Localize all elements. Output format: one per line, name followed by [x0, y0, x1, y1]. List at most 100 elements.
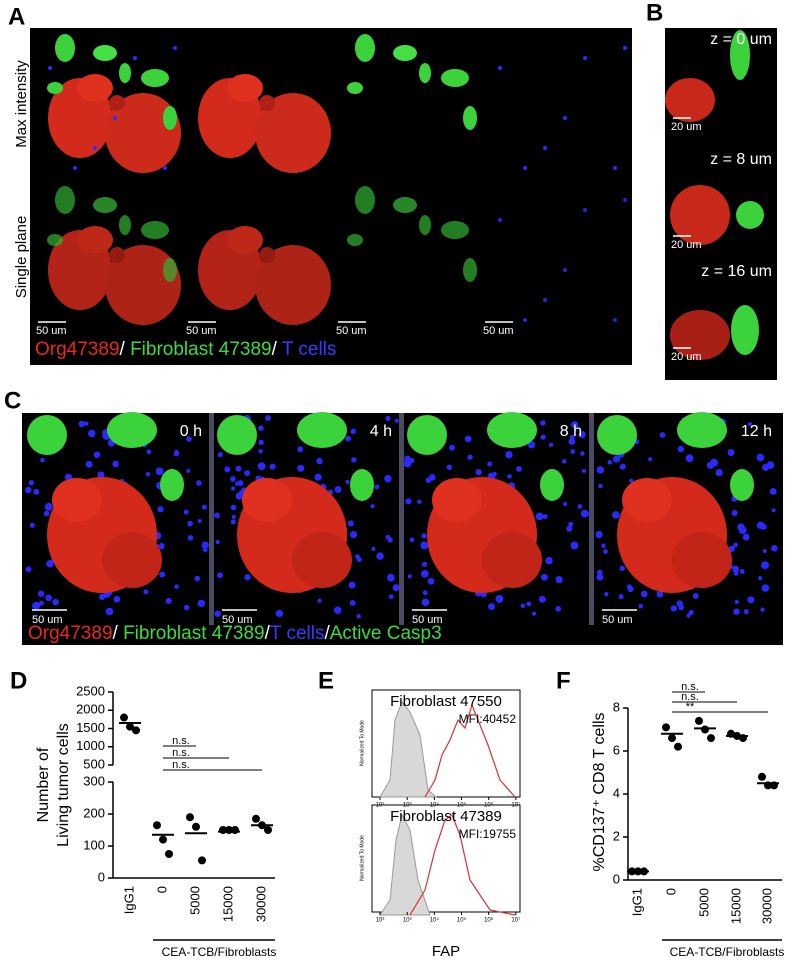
- t-cell: [420, 541, 429, 550]
- t-cell: [84, 421, 89, 426]
- t-cell: [739, 569, 745, 574]
- fibroblast: [160, 469, 184, 501]
- t-cell: [196, 480, 202, 486]
- fibroblast: [677, 412, 727, 448]
- time-label: 12 h: [741, 423, 772, 440]
- t-cell: [488, 603, 496, 611]
- t-cell: [186, 468, 191, 473]
- t-cell: [145, 471, 151, 477]
- t-cell: [532, 611, 537, 616]
- sig-label: n.s.: [172, 735, 190, 747]
- t-cell: [349, 531, 358, 539]
- caption-part: T cells: [282, 339, 337, 360]
- t-cell: [165, 597, 172, 605]
- sig-label: n.s.: [172, 747, 190, 759]
- t-cell: [527, 441, 536, 449]
- t-cell: [526, 601, 532, 607]
- scale-label: 50 um: [412, 614, 443, 626]
- x-tick-label: 15000: [728, 888, 743, 924]
- t-cell: [555, 576, 563, 584]
- t-cell: [629, 478, 634, 483]
- t-cell: [387, 573, 395, 582]
- caption-part: Org47389: [35, 339, 120, 360]
- caption-part: /: [113, 623, 124, 644]
- t-cell: [244, 574, 251, 581]
- t-cell: [87, 429, 96, 438]
- data-point: [668, 734, 676, 743]
- x-tick-label: IgG1: [121, 886, 136, 914]
- data-point: [707, 734, 715, 743]
- sig-label: **: [686, 701, 695, 713]
- t-cell: [333, 606, 342, 614]
- t-cell: [449, 444, 455, 451]
- y-tick-label: 6: [613, 742, 620, 757]
- time-label: 4 h: [370, 423, 392, 440]
- x-tick-label: 10³: [403, 803, 412, 809]
- t-cell: [316, 457, 323, 465]
- t-cell: [732, 565, 740, 573]
- t-cell: [761, 584, 770, 592]
- t-cell: [214, 610, 221, 617]
- t-cell: [571, 421, 579, 429]
- t-cell: [143, 589, 149, 595]
- x-tick-label: 10²: [376, 803, 385, 809]
- t-cell: [570, 541, 579, 550]
- t-cell: [265, 415, 271, 421]
- t-cell: [230, 476, 236, 482]
- x-tick-label: 5000: [696, 888, 711, 917]
- t-cell: [648, 457, 653, 462]
- organoid: [622, 478, 672, 522]
- scale-label: 50 um: [483, 325, 514, 337]
- t-cell: [197, 518, 202, 523]
- t-cell: [516, 466, 522, 472]
- t-cell: [257, 462, 266, 470]
- t-cell: [677, 445, 684, 453]
- x-tick-label: 10⁴: [430, 917, 440, 924]
- t-cell: [355, 554, 360, 560]
- t-cell: [670, 605, 678, 612]
- caption-part: Active Casp3: [330, 623, 442, 644]
- data-point: [186, 813, 194, 822]
- sig-label: n.s.: [681, 681, 699, 693]
- t-cell: [685, 454, 694, 463]
- scale-label: 50 um: [222, 614, 253, 626]
- t-cell: [495, 595, 504, 603]
- caption-part: /: [324, 623, 330, 644]
- y-tick-label: 2500: [76, 683, 105, 698]
- t-cell: [563, 501, 568, 507]
- panel-label: B: [646, 0, 663, 26]
- data-point: [120, 713, 128, 722]
- control-histogram: [379, 813, 431, 916]
- t-cell: [356, 614, 361, 619]
- t-cell: [183, 509, 189, 515]
- t-cell: [492, 471, 497, 477]
- t-cell: [597, 569, 603, 576]
- caption-part: Fibroblast 47389: [123, 623, 265, 644]
- scale-label: 50 um: [186, 325, 217, 337]
- t-cell: [771, 508, 776, 513]
- y-tick-label: 1500: [76, 720, 105, 735]
- t-cell: [374, 484, 380, 490]
- t-cell: [596, 573, 604, 581]
- caption-part: T cells: [270, 623, 325, 644]
- t-cell: [231, 514, 236, 520]
- y-label: Number of: [35, 747, 52, 822]
- scale-label: 50 um: [32, 614, 63, 626]
- t-cell: [197, 599, 206, 608]
- t-cell: [595, 530, 603, 539]
- fibroblast: [27, 415, 67, 455]
- t-cell: [761, 561, 770, 570]
- t-cell: [487, 461, 493, 467]
- scale-label: 20 um: [671, 121, 702, 133]
- organoid: [52, 478, 102, 522]
- t-cell: [244, 470, 251, 477]
- t-cell: [347, 520, 354, 527]
- t-cell: [762, 463, 770, 471]
- t-cell: [540, 420, 546, 426]
- t-cell: [98, 593, 106, 600]
- t-cell: [757, 576, 763, 581]
- t-cell: [351, 457, 357, 463]
- data-point: [198, 856, 206, 865]
